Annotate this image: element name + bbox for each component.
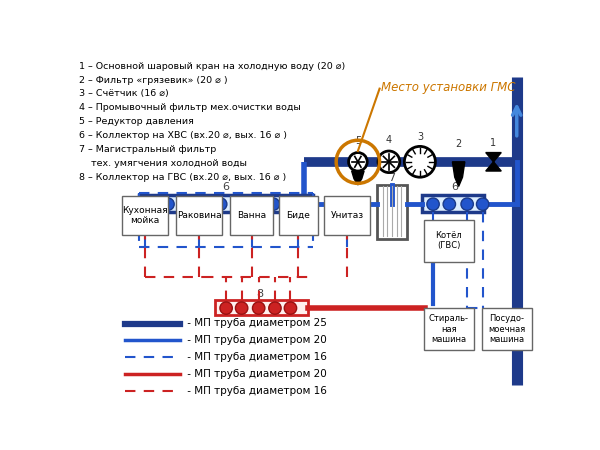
Text: Унитаз: Унитаз (331, 211, 364, 220)
Text: 5: 5 (355, 136, 361, 146)
Circle shape (197, 198, 209, 210)
Polygon shape (452, 162, 465, 186)
Text: 6: 6 (223, 182, 230, 192)
Text: тех. умягчения холодной воды: тех. умягчения холодной воды (79, 159, 247, 168)
Circle shape (215, 198, 227, 210)
Text: - МП труба диаметром 25: - МП труба диаметром 25 (184, 319, 326, 328)
Text: 3: 3 (417, 132, 423, 142)
Circle shape (443, 198, 455, 210)
FancyBboxPatch shape (377, 185, 407, 239)
Circle shape (179, 198, 192, 210)
Circle shape (378, 151, 400, 173)
Text: 7 – Магистральный фильтр: 7 – Магистральный фильтр (79, 145, 216, 154)
Text: 8 – Коллектор на ГВС (вх.20 ⌀, вых. 16 ⌀ ): 8 – Коллектор на ГВС (вх.20 ⌀, вых. 16 ⌀… (79, 173, 286, 182)
FancyBboxPatch shape (139, 195, 313, 212)
FancyBboxPatch shape (422, 195, 484, 212)
Polygon shape (486, 153, 501, 171)
Text: Биде: Биде (286, 211, 310, 220)
Text: Раковина: Раковина (176, 211, 221, 220)
Circle shape (232, 198, 244, 210)
FancyBboxPatch shape (176, 197, 222, 235)
Circle shape (235, 302, 248, 314)
Text: Место установки ГМС: Место установки ГМС (381, 81, 515, 94)
Text: - МП труба диаметром 16: - МП труба диаметром 16 (184, 352, 326, 362)
FancyBboxPatch shape (424, 308, 474, 351)
Text: 5 – Редуктор давления: 5 – Редуктор давления (79, 117, 194, 126)
Text: - МП труба диаметром 16: - МП труба диаметром 16 (184, 386, 326, 396)
Text: 1 – Основной шаровый кран на холодную воду (20 ⌀): 1 – Основной шаровый кран на холодную во… (79, 62, 345, 71)
Text: 7: 7 (388, 173, 395, 183)
FancyBboxPatch shape (482, 308, 532, 351)
Circle shape (461, 198, 473, 210)
Text: 4 – Промывочный фильтр мех.очистки воды: 4 – Промывочный фильтр мех.очистки воды (79, 104, 301, 112)
Circle shape (284, 302, 296, 314)
Circle shape (404, 146, 436, 177)
Text: Ванна: Ванна (237, 211, 266, 220)
Text: 4: 4 (386, 135, 392, 145)
Circle shape (253, 302, 265, 314)
Circle shape (476, 198, 489, 210)
Circle shape (250, 198, 262, 210)
Text: Посудо-
моечная
машина: Посудо- моечная машина (488, 315, 526, 344)
Text: - МП труба диаметром 20: - МП труба диаметром 20 (184, 335, 326, 346)
Text: 1: 1 (490, 138, 497, 148)
Polygon shape (352, 171, 364, 185)
Circle shape (145, 198, 157, 210)
Circle shape (349, 153, 367, 171)
Text: - МП труба диаметром 20: - МП труба диаметром 20 (184, 369, 326, 379)
FancyBboxPatch shape (324, 197, 370, 235)
Text: 3 – Счётчик (16 ⌀): 3 – Счётчик (16 ⌀) (79, 90, 169, 99)
FancyBboxPatch shape (230, 197, 272, 235)
Text: 2: 2 (455, 140, 462, 149)
FancyBboxPatch shape (121, 197, 168, 235)
Text: Стираль-
ная
машина: Стираль- ная машина (429, 315, 469, 344)
Text: Кухонная
мойка: Кухонная мойка (122, 206, 167, 225)
Circle shape (269, 302, 281, 314)
Text: 6: 6 (451, 182, 458, 192)
FancyBboxPatch shape (215, 300, 308, 315)
Circle shape (267, 198, 280, 210)
Text: 6 – Коллектор на ХВС (вх.20 ⌀, вых. 16 ⌀ ): 6 – Коллектор на ХВС (вх.20 ⌀, вых. 16 ⌀… (79, 131, 287, 140)
FancyBboxPatch shape (279, 197, 317, 235)
Text: 8: 8 (256, 288, 263, 298)
Circle shape (301, 198, 314, 210)
FancyBboxPatch shape (424, 220, 474, 262)
Text: Котёл
(ГВС): Котёл (ГВС) (436, 231, 463, 250)
Text: 2 – Фильтр «грязевик» (20 ⌀ ): 2 – Фильтр «грязевик» (20 ⌀ ) (79, 76, 227, 85)
Circle shape (284, 198, 296, 210)
Circle shape (162, 198, 174, 210)
Circle shape (220, 302, 232, 314)
Circle shape (427, 198, 439, 210)
